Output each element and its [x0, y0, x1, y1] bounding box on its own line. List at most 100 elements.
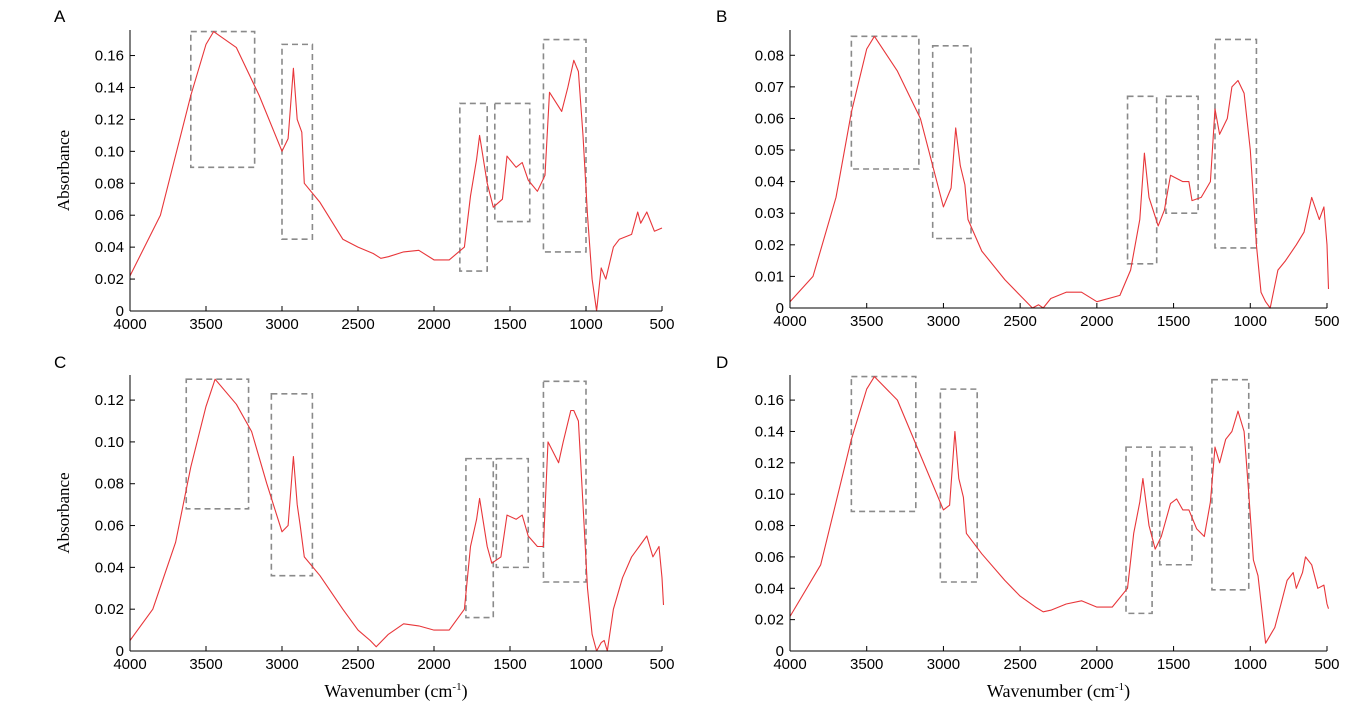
y-tick-label: 0.08 — [95, 175, 124, 192]
x-tick-label: 1500 — [493, 656, 526, 673]
x-tick-label: 1000 — [569, 316, 602, 333]
highlight-box — [1214, 38, 1258, 249]
y-tick-label: 0.07 — [755, 79, 784, 96]
x-tick-label: 3000 — [265, 656, 298, 673]
y-tick-label: 0.12 — [95, 111, 124, 128]
y-tick-label: 0 — [776, 643, 784, 660]
y-tick-label: 0.16 — [95, 48, 124, 65]
highlight-box — [939, 388, 978, 583]
x-tick-label: 500 — [1314, 313, 1339, 330]
x-tick-label: 3000 — [927, 313, 960, 330]
spectrum-line — [129, 31, 663, 312]
x-tick-label: 4000 — [113, 316, 146, 333]
y-tick-label: 0.12 — [95, 392, 124, 409]
x-axis-label: Wavenumber (cm-1) — [324, 681, 467, 702]
y-axis-label: Absorbance — [54, 130, 73, 211]
x-tick-label: 3000 — [265, 316, 298, 333]
spectrum-line — [129, 378, 665, 652]
x-tick-label: 3000 — [927, 656, 960, 673]
highlight-box — [1211, 378, 1250, 591]
y-tick-label: 0.08 — [95, 476, 124, 493]
x-tick-label: 1000 — [569, 656, 602, 673]
highlight-box — [1158, 446, 1193, 566]
highlight-box — [850, 375, 917, 513]
y-tick-label: 0.10 — [755, 486, 784, 503]
y-tick-label: 0.02 — [95, 601, 124, 618]
y-tick-label: 0.14 — [95, 79, 124, 96]
x-tick-label: 1000 — [1234, 656, 1267, 673]
y-tick-label: 0.04 — [95, 559, 124, 576]
highlight-box — [1165, 95, 1199, 215]
y-tick-label: 0.16 — [755, 392, 784, 409]
x-tick-label: 2500 — [1003, 313, 1036, 330]
chart-panel-b: B 4000 3500 3000 2500 2000 1500 1000 500 0 0.01 0.0… — [716, 7, 1340, 330]
x-tick-label: 2000 — [1080, 656, 1113, 673]
y-tick-label: 0.10 — [95, 143, 124, 160]
x-axis-label: Wavenumber (cm-1) — [987, 681, 1130, 702]
panel-label: A — [54, 7, 66, 26]
panel-label: B — [716, 7, 727, 26]
spectrum-line — [789, 376, 1330, 644]
x-tick-label: 3500 — [189, 316, 222, 333]
x-tick-label: 2000 — [417, 316, 450, 333]
spectrum-line — [789, 35, 1330, 309]
y-axis-label: Absorbance — [54, 472, 73, 553]
panel-label: D — [716, 353, 728, 372]
highlight-box — [542, 38, 587, 253]
y-tick-label: 0.05 — [755, 142, 784, 159]
y-tick-label: 0.02 — [755, 612, 784, 629]
highlight-box — [465, 457, 495, 619]
y-tick-label: 0.01 — [755, 268, 784, 285]
x-tick-label: 1500 — [1157, 313, 1190, 330]
panel-label: C — [54, 353, 66, 372]
highlight-box — [850, 35, 920, 170]
x-tick-label: 2000 — [1080, 313, 1113, 330]
highlight-box — [495, 457, 530, 569]
y-tick-label: 0.06 — [755, 549, 784, 566]
highlight-box — [493, 102, 531, 223]
x-tick-label: 4000 — [113, 656, 146, 673]
x-tick-label: 4000 — [773, 656, 806, 673]
highlight-box — [542, 380, 587, 583]
highlight-box — [1126, 95, 1158, 265]
y-tick-label: 0.04 — [95, 239, 124, 256]
highlight-box — [185, 378, 250, 510]
x-tick-label: 3500 — [850, 656, 883, 673]
x-tick-label: 3500 — [850, 313, 883, 330]
y-tick-label: 0.03 — [755, 205, 784, 222]
y-tick-label: 0.14 — [755, 423, 784, 440]
x-tick-label: 2500 — [1003, 656, 1036, 673]
y-tick-label: 0.08 — [755, 518, 784, 535]
x-tick-label: 500 — [1314, 656, 1339, 673]
y-tick-label: 0.06 — [755, 110, 784, 127]
chart-panel-d: D 4000 3500 3000 2500 2000 1500 1000 500 0 0.02 0.0… — [716, 353, 1340, 702]
highlight-box — [281, 43, 314, 240]
y-tick-label: 0.06 — [95, 518, 124, 535]
x-tick-label: 1500 — [1157, 656, 1190, 673]
x-tick-label: 500 — [649, 316, 674, 333]
highlight-box — [270, 393, 314, 577]
y-tick-label: 0.10 — [95, 434, 124, 451]
highlight-box — [190, 30, 256, 169]
y-tick-label: 0.08 — [755, 47, 784, 64]
y-tick-label: 0 — [116, 643, 124, 660]
x-tick-label: 1000 — [1234, 313, 1267, 330]
y-tick-label: 0.04 — [755, 580, 784, 597]
y-tick-label: 0.02 — [755, 237, 784, 254]
x-tick-label: 3500 — [189, 656, 222, 673]
y-tick-label: 0 — [776, 300, 784, 317]
x-tick-label: 2000 — [417, 656, 450, 673]
x-tick-label: 2500 — [341, 316, 374, 333]
x-tick-label: 2500 — [341, 656, 374, 673]
x-tick-label: 4000 — [773, 313, 806, 330]
x-tick-label: 500 — [649, 656, 674, 673]
highlight-box — [931, 44, 972, 240]
y-tick-label: 0.02 — [95, 271, 124, 288]
y-tick-label: 0 — [116, 303, 124, 320]
chart-panel-c: C 4000 3500 3000 2500 2000 1500 1000 500 0 0.02 0.0… — [54, 353, 675, 702]
highlight-box — [459, 102, 488, 272]
highlight-box — [1125, 446, 1153, 615]
y-tick-label: 0.12 — [755, 455, 784, 472]
x-tick-label: 1500 — [493, 316, 526, 333]
chart-panel-a: A 4000 3500 3000 2500 2000 1500 1000 500 0 0.02 0.0… — [54, 7, 675, 333]
